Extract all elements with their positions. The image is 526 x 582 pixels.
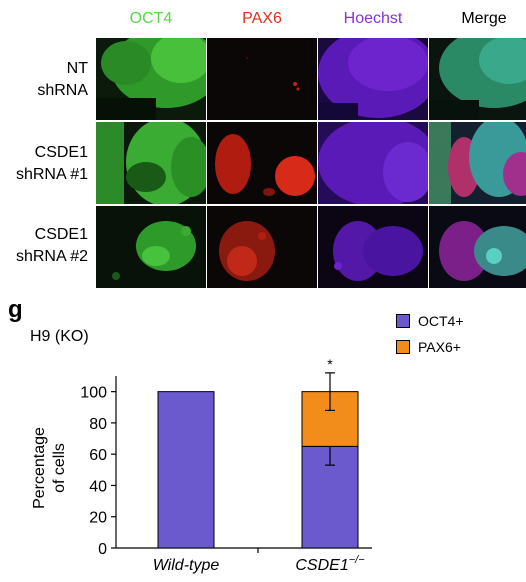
y-tick-label: 20 — [89, 510, 107, 527]
image-shrna2-oct4 — [96, 206, 206, 288]
image-nt-oct4 — [96, 38, 206, 120]
image-shrna1-merge — [429, 122, 526, 204]
col-header-oct4: OCT4 — [129, 10, 173, 27]
bar-oct4 — [157, 391, 215, 549]
image-shrna2-merge — [429, 206, 526, 288]
row-label-csde1-shrna1: CSDE1 shRNA #1 — [0, 142, 88, 186]
chart-legend: OCT4+ PAX6+ — [396, 310, 464, 362]
significance-mark: * — [327, 411, 333, 427]
legend-item-oct4: OCT4+ — [396, 310, 464, 332]
image-shrna2-pax6 — [207, 206, 317, 288]
row-label-csde1-shrna2: CSDE1 shRNA #2 — [0, 224, 88, 268]
row-label-nt-shrna: NT shRNA — [0, 58, 88, 102]
row-label-line2: shRNA — [37, 82, 88, 99]
significance-mark: * — [327, 356, 333, 372]
row-label-line2: shRNA #2 — [15, 248, 88, 265]
panel-letter: g — [8, 296, 23, 323]
image-nt-pax6 — [207, 38, 317, 120]
y-tick-label: 40 — [89, 478, 107, 495]
legend-swatch-pax6 — [396, 340, 410, 354]
y-tick-label: 60 — [89, 447, 107, 464]
col-header-hoechst: Hoechst — [343, 10, 403, 27]
legend-label: OCT4+ — [418, 313, 464, 329]
y-tick-label: 80 — [89, 416, 107, 433]
image-shrna1-pax6 — [207, 122, 317, 204]
chart-subtitle: H9 (KO) — [30, 328, 89, 345]
row-label-line1: NT — [66, 60, 88, 77]
bar-pax6 — [301, 391, 359, 447]
legend-swatch-oct4 — [396, 314, 410, 328]
row-label-line1: CSDE1 — [34, 226, 88, 243]
y-tick-label: 0 — [98, 541, 107, 558]
y-axis-title: Percentage — [31, 427, 48, 509]
y-tick-label: 100 — [80, 385, 107, 402]
x-tick-label: CSDE1−/− — [295, 554, 365, 574]
image-nt-hoechst — [318, 38, 428, 120]
row-label-line2: shRNA #1 — [15, 166, 88, 183]
col-header-pax6: PAX6 — [242, 10, 282, 27]
image-shrna1-oct4 — [96, 122, 206, 204]
row-label-line1: CSDE1 — [34, 144, 88, 161]
col-header-merge: Merge — [461, 10, 507, 27]
bar-oct4 — [301, 445, 359, 549]
y-axis-title: of cells — [51, 443, 68, 493]
image-shrna2-hoechst — [318, 206, 428, 288]
x-tick-label: Wild-type — [153, 557, 220, 574]
legend-label: PAX6+ — [418, 339, 461, 355]
image-shrna1-hoechst — [318, 122, 428, 204]
x-tick-superscript: −/− — [349, 554, 365, 566]
panel-g: g H9 (KO) OCT4+ PAX6+ 0 20 40 60 80 100 Percen… — [0, 296, 526, 582]
legend-item-pax6: PAX6+ — [396, 336, 464, 358]
image-nt-merge — [429, 38, 526, 120]
